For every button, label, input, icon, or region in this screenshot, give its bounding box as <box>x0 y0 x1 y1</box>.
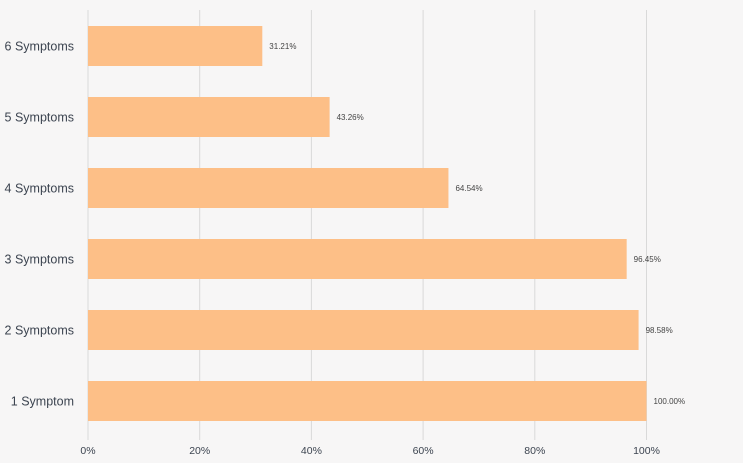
category-label: 2 Symptoms <box>5 324 74 338</box>
x-tick-label: 60% <box>413 445 434 457</box>
x-tick-label: 80% <box>524 445 545 457</box>
x-tick-label: 0% <box>80 445 95 457</box>
x-tick-labels: 0% 20% 40% 60% 80% 100% <box>80 445 660 457</box>
data-label: 31.21% <box>269 42 296 51</box>
category-label: 1 Symptom <box>11 395 74 409</box>
data-label: 96.45% <box>634 255 661 264</box>
bar <box>88 310 639 350</box>
data-label: 43.26% <box>337 113 364 122</box>
bar <box>88 239 627 279</box>
category-label: 6 Symptoms <box>5 40 74 54</box>
x-tick-label: 100% <box>633 445 660 457</box>
data-label: 98.58% <box>646 326 673 335</box>
category-label: 4 Symptoms <box>5 182 74 196</box>
x-tick-label: 40% <box>301 445 322 457</box>
category-label: 5 Symptoms <box>5 111 74 125</box>
category-label: 3 Symptoms <box>5 253 74 267</box>
bar <box>88 168 449 208</box>
x-tick-label: 20% <box>189 445 210 457</box>
data-label: 100.00% <box>654 397 686 406</box>
bars <box>88 26 647 421</box>
bar <box>88 97 330 137</box>
bar <box>88 26 263 66</box>
data-label: 64.54% <box>455 184 482 193</box>
bar <box>88 381 647 421</box>
gridlines <box>87 10 647 440</box>
data-labels: 100.00% 98.58% 96.45% 64.54% 43.26% 31.21% <box>269 42 685 406</box>
category-labels: 1 Symptom 2 Symptoms 3 Symptoms 4 Symptoms 5… <box>5 40 74 409</box>
